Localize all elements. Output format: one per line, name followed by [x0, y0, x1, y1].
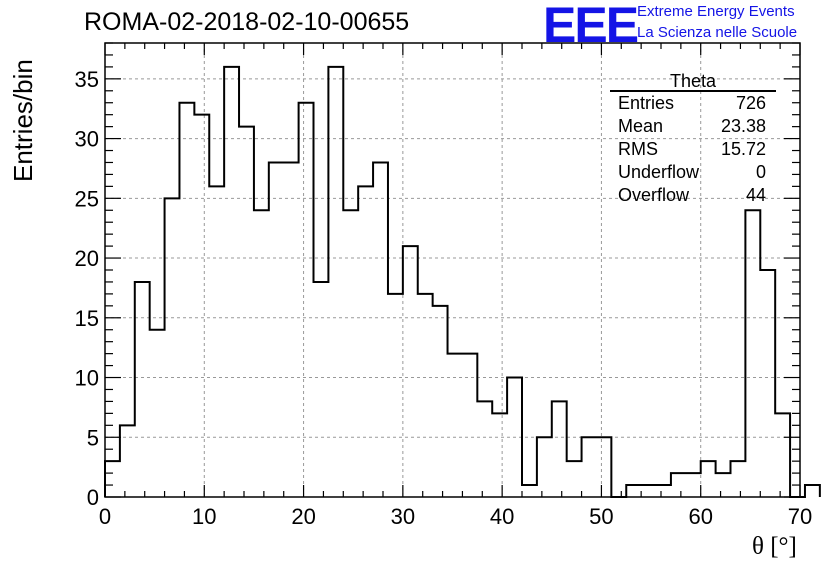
stats-value: 0: [755, 162, 766, 182]
x-tick-label: 40: [490, 504, 514, 529]
stats-value: 15.72: [720, 139, 766, 159]
stats-title: Theta: [610, 72, 776, 92]
x-tick-label: 20: [291, 504, 315, 529]
stats-row-underflow: Underflow 0: [610, 161, 776, 184]
stats-label: Mean: [618, 116, 664, 136]
y-tick-label: 5: [87, 425, 99, 450]
histogram-line: [104, 65, 821, 498]
logo-subtitle-line1: Extreme Energy Events: [637, 3, 795, 20]
stats-value: 23.38: [720, 116, 766, 136]
x-tick-label: 0: [99, 504, 111, 529]
y-tick-label: 25: [75, 186, 99, 211]
x-tick-label: 50: [589, 504, 613, 529]
stats-row-overflow: Overflow 44: [610, 184, 776, 207]
x-axis-label: θ [°]: [752, 533, 797, 560]
stats-box: Theta Entries 726 Mean 23.38 RMS 15.72 U…: [610, 72, 776, 207]
y-tick-label: 10: [75, 366, 99, 391]
eee-logo: EEE: [543, 0, 639, 53]
stats-label: Entries: [618, 93, 675, 113]
stats-value: 44: [745, 185, 766, 205]
stats-label: RMS: [618, 139, 658, 159]
x-tick-label: 10: [192, 504, 216, 529]
x-tick-label: 30: [391, 504, 415, 529]
y-tick-label: 15: [75, 306, 99, 331]
stats-row-entries: Entries 726: [610, 92, 776, 115]
x-tick-label: 70: [788, 504, 812, 529]
chart-title: ROMA-02-2018-02-10-00655: [84, 8, 410, 36]
stats-label: Underflow: [618, 162, 700, 182]
y-tick-label: 20: [75, 246, 99, 271]
stats-label: Overflow: [618, 185, 690, 205]
y-tick-label: 0: [87, 485, 99, 510]
x-tick-label: 60: [688, 504, 712, 529]
stats-row-mean: Mean 23.38: [610, 115, 776, 138]
y-axis-label: Entries/bin: [8, 59, 38, 182]
stats-row-rms: RMS 15.72: [610, 138, 776, 161]
logo-subtitle-line2: La Scienza nelle Scuole: [637, 24, 798, 41]
stats-value: 726: [735, 93, 766, 113]
y-tick-label: 35: [75, 67, 99, 92]
y-tick-label: 30: [75, 127, 99, 152]
